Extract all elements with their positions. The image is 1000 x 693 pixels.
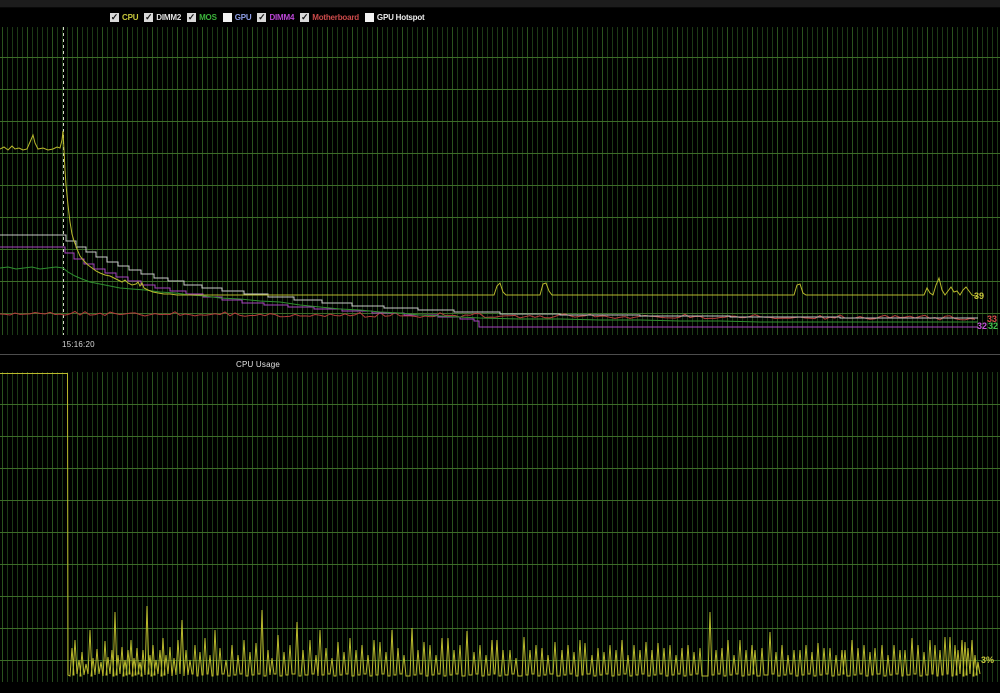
temperature-chart[interactable] xyxy=(0,27,1000,335)
legend-checkbox-dimm2[interactable]: ✓ xyxy=(144,11,154,22)
value-label: 32 xyxy=(988,321,999,331)
legend-label: GPU Hotspot xyxy=(376,12,425,22)
time-axis-label: 15:16:20 xyxy=(62,340,95,349)
legend-label: DIMM2 xyxy=(156,12,182,22)
legend-item-mos[interactable]: ✓ MOS xyxy=(187,11,217,22)
legend-label: Motherboard xyxy=(312,12,359,22)
legend-checkbox-cpu[interactable]: ✓ xyxy=(110,11,119,22)
panel-divider xyxy=(0,354,1000,355)
legend-checkbox-gpu-hotspot[interactable] xyxy=(364,12,374,22)
value-label: 32 xyxy=(977,321,988,331)
legend-checkbox-mos[interactable]: ✓ xyxy=(187,11,197,22)
value-label: 3% xyxy=(981,655,995,665)
legend-item-cpu[interactable]: ✓ CPU xyxy=(110,11,139,22)
cpu-usage-title: CPU Usage xyxy=(236,360,281,369)
cpu-usage-chart[interactable] xyxy=(0,372,1000,682)
legend-item-gpu-hotspot[interactable]: GPU Hotspot xyxy=(364,12,425,22)
legend-checkbox-gpu[interactable] xyxy=(222,12,232,22)
legend-bar: ✓ CPU ✓ DIMM2 ✓ MOS GPU ✓ DIMM4 ✓ Motherboard GPU H… xyxy=(110,9,425,25)
temperature-graph-canvas[interactable] xyxy=(0,27,1000,335)
value-label: 39 xyxy=(974,291,985,301)
legend-label: CPU xyxy=(122,12,139,22)
legend-label: GPU xyxy=(234,12,252,22)
legend-item-gpu[interactable]: GPU xyxy=(222,12,252,22)
window-header-strip xyxy=(0,0,1000,8)
legend-label: DIMM4 xyxy=(269,12,295,22)
legend-label: MOS xyxy=(199,12,217,22)
value-label: 33 xyxy=(987,314,998,324)
legend-checkbox-dimm4[interactable]: ✓ xyxy=(257,11,267,22)
legend-checkbox-motherboard[interactable]: ✓ xyxy=(300,11,310,22)
legend-item-dimm4[interactable]: ✓ DIMM4 xyxy=(257,11,295,22)
cpu-usage-graph-canvas[interactable] xyxy=(0,372,1000,682)
legend-item-motherboard[interactable]: ✓ Motherboard xyxy=(300,11,359,22)
legend-item-dimm2[interactable]: ✓ DIMM2 xyxy=(144,11,182,22)
